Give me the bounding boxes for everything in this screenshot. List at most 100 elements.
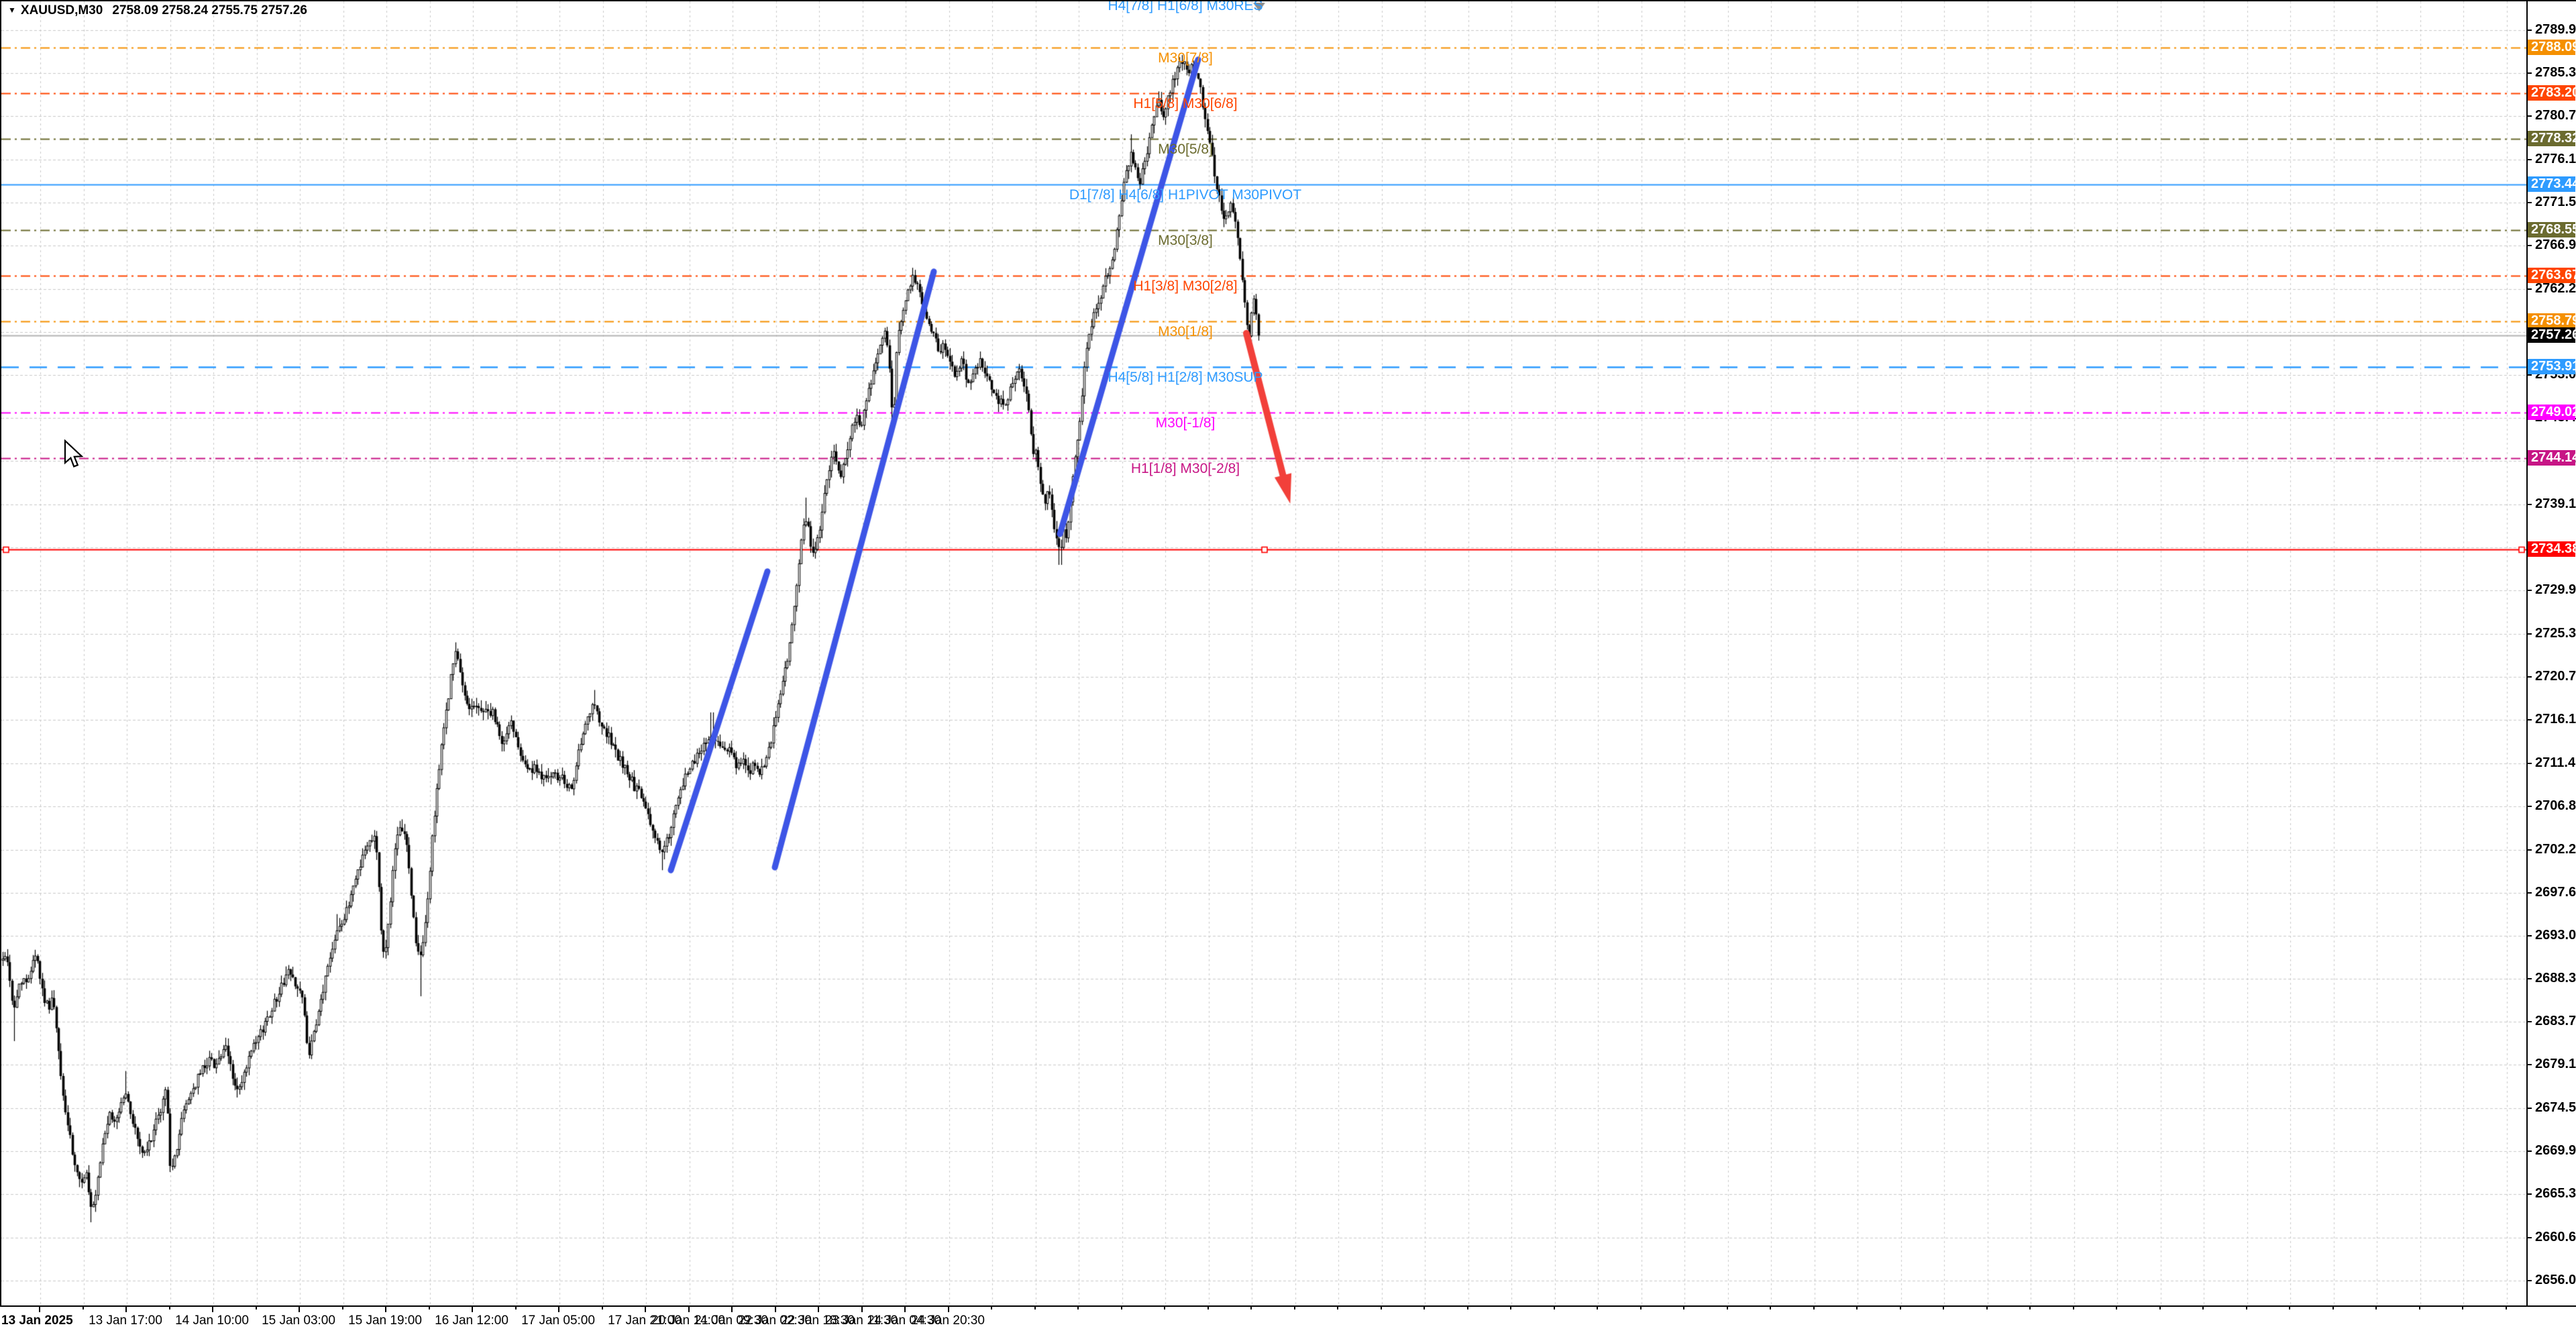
price-tick-mark <box>2526 633 2532 635</box>
price-tick-mark <box>2526 1280 2532 1281</box>
time-tick-mark-labeled <box>645 1307 646 1312</box>
price-tick-mark <box>2526 806 2532 807</box>
level-label: M30[7/8] <box>1158 50 1213 66</box>
price-tick-mark <box>2526 849 2532 851</box>
price-tick-label: 2665.30 <box>2535 1186 2576 1201</box>
time-tick-mark-labeled <box>299 1307 300 1312</box>
price-tick-label: 2669.90 <box>2535 1143 2576 1158</box>
price-level-badge: 2763.67 <box>2528 268 2576 283</box>
time-tick-mark <box>1034 1307 1036 1309</box>
level-label: M30[5/8] <box>1158 142 1213 157</box>
mouse-cursor-icon <box>64 439 84 468</box>
time-tick-label: 16 Jan 12:00 <box>435 1314 508 1328</box>
price-tick-mark <box>2526 763 2532 764</box>
time-tick-mark <box>2029 1307 2031 1309</box>
price-level-badge: 2758.79 <box>2528 313 2576 329</box>
time-tick-mark <box>2116 1307 2117 1309</box>
price-level-badge: 2753.91 <box>2528 359 2576 374</box>
time-tick-mark <box>515 1307 517 1309</box>
time-tick-mark <box>169 1307 170 1309</box>
price-tick-mark <box>2526 1193 2532 1195</box>
price-tick-label: 2725.30 <box>2535 626 2576 641</box>
time-tick-mark <box>2375 1307 2377 1309</box>
time-tick-mark <box>1424 1307 1425 1309</box>
price-tick-label: 2776.10 <box>2535 152 2576 166</box>
symbol-dropdown-icon[interactable]: ▼ <box>8 5 16 15</box>
price-tick-mark <box>2526 892 2532 894</box>
price-level-badge: 2768.55 <box>2528 222 2576 237</box>
time-tick-mark <box>1770 1307 1771 1309</box>
time-tick-mark <box>1164 1307 1165 1309</box>
price-tick-label: 2688.35 <box>2535 971 2576 985</box>
price-tick-mark <box>2526 504 2532 505</box>
price-tick-label: 2683.75 <box>2535 1014 2576 1028</box>
time-tick-label: 24 Jan 04:30 <box>867 1314 941 1328</box>
chart-plot-area[interactable]: ▼ XAUUSD,M30 2758.09 2758.24 2755.75 2757.… <box>0 1 2526 1305</box>
time-tick-mark-labeled <box>39 1307 40 1312</box>
price-tick-label: 2785.35 <box>2535 65 2576 80</box>
level-label: H4[7/8] H1[6/8] M30RES <box>1108 1 1263 13</box>
time-tick-mark <box>1510 1307 1511 1309</box>
time-tick-mark-labeled <box>125 1307 127 1312</box>
price-tick-label: 2660.65 <box>2535 1230 2576 1244</box>
price-tick-mark <box>2526 1150 2532 1152</box>
time-tick-mark-labeled <box>948 1307 949 1312</box>
price-tick-label: 2771.50 <box>2535 195 2576 209</box>
time-tick-label: 22 Jan 02:30 <box>738 1314 812 1328</box>
price-tick-label: 2702.20 <box>2535 842 2576 857</box>
price-tick-mark <box>2526 374 2532 376</box>
time-tick-mark-labeled <box>818 1307 819 1312</box>
price-tick-mark <box>2526 1237 2532 1238</box>
time-tick-mark <box>2462 1307 2463 1309</box>
price-tick-label: 2693.00 <box>2535 928 2576 943</box>
time-tick-label: 17 Jan 21:00 <box>608 1314 682 1328</box>
price-axis[interactable]: 2789.95 2785.35 2780.75 2776.10 2771.50 2766.… <box>2526 1 2576 1305</box>
time-tick-label: 17 Jan 05:00 <box>521 1314 595 1328</box>
price-tick-label: 2729.95 <box>2535 582 2576 597</box>
price-level-badge: 2744.14 <box>2528 450 2576 466</box>
price-level-badge: 2749.02 <box>2528 405 2576 420</box>
price-tick-mark <box>2526 676 2532 678</box>
price-tick-label: 2762.25 <box>2535 281 2576 296</box>
price-tick-label: 2697.60 <box>2535 885 2576 900</box>
time-tick-mark <box>2506 1307 2507 1309</box>
time-tick-mark <box>1250 1307 1252 1309</box>
time-tick-mark <box>991 1307 992 1309</box>
time-tick-mark-labeled <box>212 1307 213 1312</box>
price-level-badge: 2757.26 <box>2528 327 2576 343</box>
level-label: H1[3/8] M30[2/8] <box>1133 278 1238 294</box>
price-tick-mark <box>2526 590 2532 591</box>
price-chart-canvas[interactable] <box>1 1 2526 1305</box>
time-tick-mark <box>1900 1307 1901 1309</box>
price-tick-label: 2780.75 <box>2535 108 2576 123</box>
time-tick-label: 22 Jan 18:30 <box>781 1314 855 1328</box>
price-tick-mark <box>2526 1021 2532 1022</box>
ohlc-values: 2758.09 2758.24 2755.75 2757.26 <box>112 3 307 17</box>
time-tick-mark <box>2419 1307 2420 1309</box>
price-tick-label: 2720.70 <box>2535 669 2576 684</box>
price-tick-label: 2679.15 <box>2535 1057 2576 1071</box>
price-tick-label: 2656.05 <box>2535 1273 2576 1287</box>
price-level-badge: 2778.32 <box>2528 131 2576 146</box>
level-label: M30[1/8] <box>1158 324 1213 339</box>
time-tick-mark <box>1294 1307 1295 1309</box>
level-label: M30[-1/8] <box>1155 415 1216 431</box>
time-tick-mark <box>1943 1307 1944 1309</box>
price-tick-mark <box>2526 935 2532 936</box>
time-tick-mark <box>1813 1307 1815 1309</box>
price-tick-mark <box>2526 115 2532 117</box>
time-tick-mark-labeled <box>688 1307 690 1312</box>
price-tick-mark <box>2526 72 2532 74</box>
time-tick-mark-labeled <box>731 1307 733 1312</box>
time-tick-mark <box>256 1307 257 1309</box>
price-tick-mark <box>2526 1064 2532 1065</box>
time-axis[interactable]: 13 Jan 2025 13 Jan 17:00 14 Jan 10:00 15 Ja… <box>0 1305 2576 1339</box>
price-tick-mark <box>2526 1108 2532 1109</box>
time-tick-label: 13 Jan 2025 <box>1 1314 73 1328</box>
axis-separator <box>2526 1 2528 1305</box>
time-tick-mark <box>2159 1307 2161 1309</box>
time-tick-label: 15 Jan 19:00 <box>348 1314 422 1328</box>
price-tick-label: 2739.15 <box>2535 496 2576 511</box>
time-tick-mark <box>1467 1307 1468 1309</box>
time-tick-mark <box>2246 1307 2247 1309</box>
